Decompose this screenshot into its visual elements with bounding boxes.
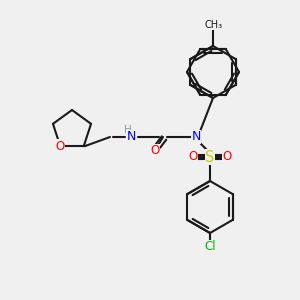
Text: CH₃: CH₃ [205,20,223,30]
Text: N: N [126,130,136,143]
Text: O: O [56,140,65,153]
Text: Cl: Cl [204,241,216,254]
Text: O: O [222,151,232,164]
Text: H: H [124,125,132,135]
Text: S: S [205,149,215,164]
Text: N: N [191,130,201,143]
Text: O: O [150,145,160,158]
Text: O: O [188,151,198,164]
